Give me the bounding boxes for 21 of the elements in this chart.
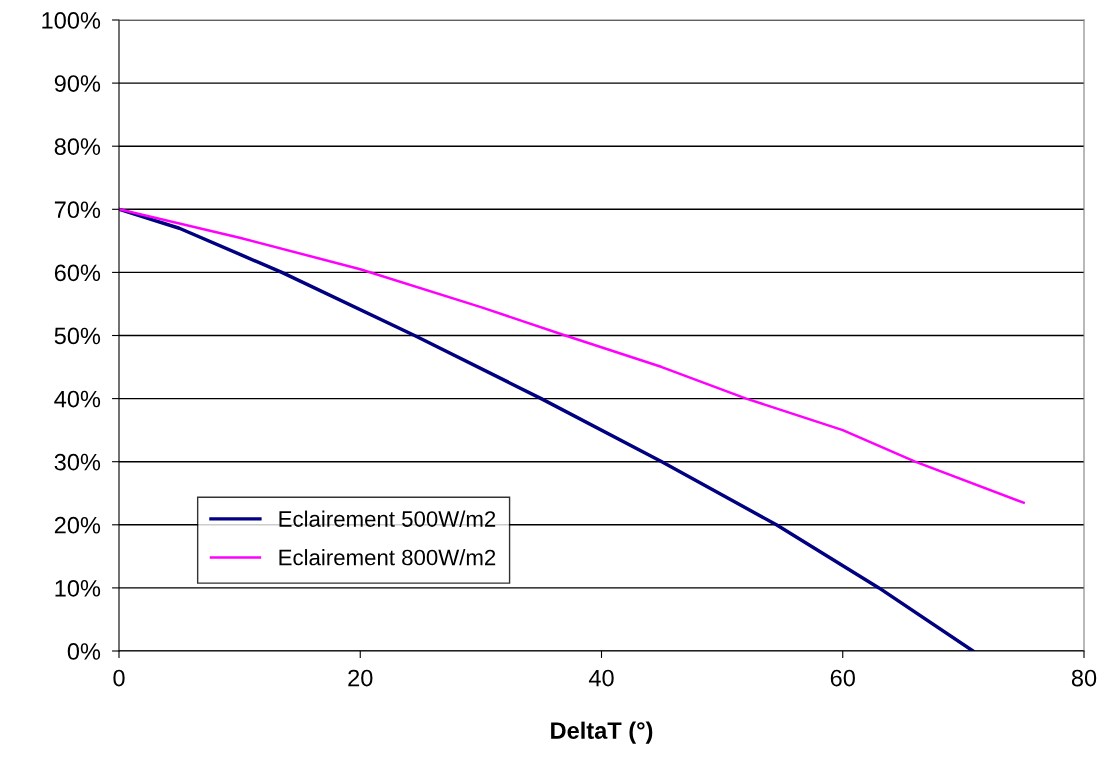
- y-tick-label: 100%: [42, 12, 101, 29]
- y-tick-label: 30%: [54, 453, 101, 471]
- legend-label: Eclairement 500W/m2: [279, 510, 496, 527]
- x-tick-label: 0: [113, 669, 125, 687]
- x-axis-title: DeltaT (°): [551, 721, 653, 744]
- legend-label: Eclairement 800W/m2: [279, 549, 496, 566]
- y-tick-label: 80%: [54, 138, 101, 155]
- y-tick-label: 50%: [54, 327, 101, 345]
- x-tick-label: 40: [588, 669, 614, 687]
- y-tick-label: 60%: [54, 264, 101, 282]
- line-series: [119, 207, 975, 651]
- y-tick-label: 40%: [54, 390, 101, 408]
- y-tick-label: 90%: [54, 75, 101, 92]
- line-series: [119, 208, 1025, 504]
- x-tick-label: 20: [348, 669, 373, 687]
- y-tick-label: 0%: [67, 643, 101, 660]
- x-tick-label: 60: [830, 669, 855, 687]
- y-tick-label: 10%: [55, 579, 101, 597]
- y-tick-label: 20%: [54, 516, 101, 534]
- y-tick-label: 70%: [54, 201, 101, 219]
- x-tick-label: 80: [1071, 669, 1097, 687]
